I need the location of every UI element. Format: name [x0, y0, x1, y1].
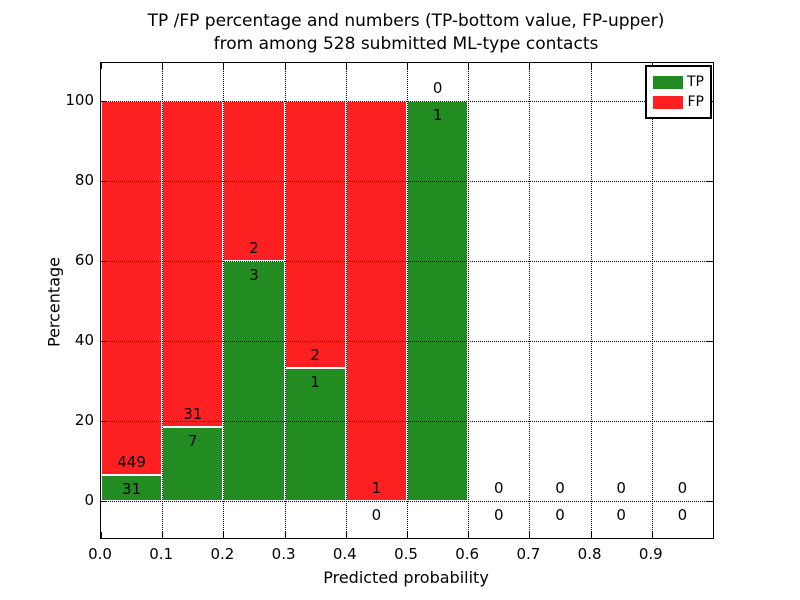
xtick-bottom-7 — [529, 532, 531, 538]
bar-segment-tp-0.2 — [223, 261, 285, 501]
legend-swatch-fp — [653, 95, 683, 109]
xtick-top-3 — [284, 63, 286, 69]
chart-title-line2: from among 528 submitted ML-type contact… — [213, 34, 599, 54]
ytick-label-0: 0 — [84, 491, 94, 509]
bar-segment-tp-0.3 — [284, 367, 346, 501]
xtick-bottom-6 — [468, 532, 470, 538]
xtick-top-0 — [101, 63, 102, 69]
tp-count-label-0.9: 0 — [677, 506, 688, 524]
legend-swatch-tp — [653, 75, 683, 89]
ytick-right-40 — [707, 341, 713, 342]
bar-segment-fp-0.0 — [101, 101, 163, 476]
tp-count-label-0.3: 1 — [310, 372, 320, 391]
ytick-label-20: 20 — [74, 411, 94, 429]
xtick-label-0.0: 0.0 — [88, 545, 112, 563]
fp-count-label-0.6: 0 — [494, 479, 504, 497]
xtick-top-2 — [223, 63, 225, 69]
gridline-x-0.3 — [284, 63, 286, 538]
xtick-bottom-4 — [345, 532, 347, 538]
ytick-right-80 — [707, 181, 713, 182]
xtick-label-0.6: 0.6 — [455, 545, 480, 563]
xtick-label-0.3: 0.3 — [271, 545, 296, 563]
bar-segment-tp-0.1 — [162, 427, 224, 501]
chart-title-line1: TP /FP percentage and numbers (TP-bottom… — [147, 11, 665, 31]
ytick-left-80 — [101, 181, 107, 182]
gridline-x-0.1 — [162, 63, 164, 538]
tp-count-label-0.2: 3 — [249, 266, 259, 284]
xtick-label-0.2: 0.2 — [210, 545, 235, 563]
xtick-top-4 — [345, 63, 347, 69]
ytick-label-60: 60 — [74, 251, 94, 269]
gridline-x-0.7 — [529, 63, 531, 538]
plot-area: 449 31 31 7 2 3 2 1 1 0 0 1 0 0 0 0 0 0 0 0 — [100, 62, 714, 539]
xtick-bottom-3 — [284, 532, 286, 538]
xtick-bottom-0 — [101, 532, 102, 538]
fp-count-label-0.8: 0 — [616, 479, 626, 497]
xtick-label-0.7: 0.7 — [516, 545, 541, 563]
fp-count-label-0.1: 31 — [183, 405, 203, 424]
tp-count-label-0.1: 7 — [188, 432, 198, 451]
xtick-bottom-8 — [590, 532, 592, 538]
ytick-right-60 — [707, 261, 713, 262]
xtick-top-5 — [407, 63, 408, 69]
xtick-top-1 — [162, 63, 164, 69]
legend-item-tp: TP — [653, 72, 704, 92]
ytick-right-20 — [707, 421, 713, 422]
bar-segment-fp-0.4 — [345, 101, 407, 501]
fp-count-label-0.9: 0 — [677, 479, 688, 497]
bar-segment-tp-0.5 — [407, 101, 469, 501]
xtick-bottom-9 — [651, 532, 653, 538]
xtick-top-8 — [590, 63, 592, 69]
xtick-top-6 — [468, 63, 470, 69]
xtick-label-0.9: 0.9 — [638, 545, 663, 563]
xtick-label-0.5: 0.5 — [394, 545, 418, 563]
x-axis-label: Predicted probability — [323, 568, 489, 587]
xtick-bottom-5 — [407, 532, 408, 538]
bar-segment-tp-0.0 — [101, 475, 163, 501]
gridline-x-0.4 — [345, 63, 347, 538]
ytick-label-80: 80 — [74, 171, 94, 189]
ytick-right-0 — [707, 501, 713, 502]
xtick-bottom-2 — [223, 532, 225, 538]
tp-count-label-0.5: 1 — [432, 106, 443, 124]
fp-count-label-0.2: 2 — [249, 239, 259, 257]
bar-segment-fp-0.3 — [284, 101, 346, 368]
gridline-x-0.8 — [590, 63, 592, 538]
ytick-label-40: 40 — [74, 331, 94, 349]
xtick-label-0.8: 0.8 — [577, 545, 602, 563]
ytick-label-100: 100 — [65, 91, 94, 109]
tp-count-label-0.6: 0 — [494, 506, 504, 524]
gridline-x-0.5 — [407, 63, 408, 538]
tp-count-label-0.4: 0 — [371, 506, 382, 524]
tp-count-label-0.7: 0 — [555, 506, 565, 524]
legend-label-tp: TP — [687, 74, 704, 90]
gridline-x-0.2 — [223, 63, 225, 538]
xtick-label-0.4: 0.4 — [332, 545, 357, 563]
chart-title: TP /FP percentage and numbers (TP-bottom… — [100, 10, 712, 56]
legend-label-fp: FP — [687, 94, 705, 110]
fp-count-label-0.5: 0 — [432, 79, 443, 97]
fp-count-label-0.3: 2 — [310, 345, 320, 364]
ytick-left-20 — [101, 421, 107, 422]
fp-count-label-0.4: 1 — [371, 479, 382, 497]
xtick-label-0.1: 0.1 — [149, 545, 174, 563]
ytick-left-100 — [101, 101, 107, 102]
gridline-x-0.6 — [468, 63, 470, 538]
legend: TP FP — [645, 65, 712, 119]
plot-layers: 449 31 31 7 2 3 2 1 1 0 0 1 0 0 0 0 0 0 0 0 — [101, 63, 713, 538]
xtick-top-7 — [529, 63, 531, 69]
ytick-left-40 — [101, 341, 107, 342]
tp-count-label-0.8: 0 — [616, 506, 626, 524]
ytick-left-0 — [101, 501, 107, 502]
fp-count-label-0.7: 0 — [555, 479, 565, 497]
legend-item-fp: FP — [653, 92, 704, 112]
fp-count-label-0.0: 449 — [117, 453, 146, 472]
xtick-bottom-1 — [162, 532, 164, 538]
ytick-left-60 — [101, 261, 107, 262]
bar-segment-fp-0.1 — [162, 101, 224, 428]
tp-count-label-0.0: 31 — [122, 480, 142, 499]
gridline-x-0.9 — [651, 63, 653, 538]
